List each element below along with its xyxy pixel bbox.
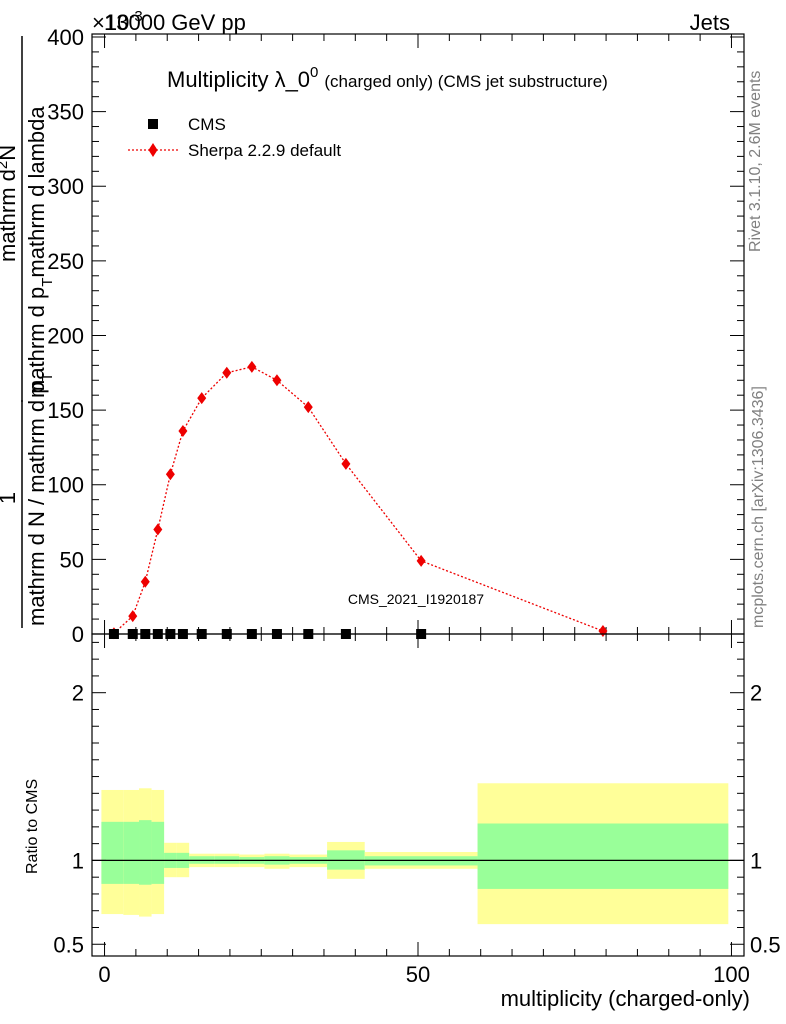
ratio-y-tick-label-right: 2 xyxy=(750,681,762,706)
sherpa-point xyxy=(140,575,150,588)
sherpa-point xyxy=(128,610,138,623)
ratio-y-tick-label-right: 1 xyxy=(750,848,762,873)
ratio-y-tick-label-left: 2 xyxy=(72,681,84,706)
x-tick-label: 100 xyxy=(713,962,750,987)
legend-sherpa-label: Sherpa 2.2.9 default xyxy=(188,141,341,160)
y-tick-label: 200 xyxy=(47,323,84,348)
ylabel-numerator: 1 xyxy=(0,492,20,504)
y-tick-label: 400 xyxy=(47,25,84,50)
ratio-band-inner xyxy=(123,821,140,884)
legend-sherpa-marker xyxy=(148,143,158,157)
sherpa-point xyxy=(416,554,426,567)
ylabel-numerator-2: mathrm d2N xyxy=(0,145,20,262)
y-tick-label: 50 xyxy=(60,547,84,572)
main-plot: 0 50 100 150 200 250 300 350 400 xyxy=(47,25,745,647)
y-tick-label: 0 xyxy=(72,622,84,647)
legend-cms-label: CMS xyxy=(188,115,226,134)
ratio-y-tick-label-right: 0.5 xyxy=(750,932,781,957)
x-tick-label: 50 xyxy=(406,962,430,987)
sherpa-point xyxy=(197,392,207,405)
ratio-y-tick-label-left: 1 xyxy=(72,848,84,873)
ylabel-denominator-2: mathrm d pTmathrm d lambda xyxy=(24,106,56,398)
sherpa-point xyxy=(247,360,257,373)
sherpa-point xyxy=(303,401,313,414)
main-ylabel: 1 mathrm d N / mathrm d pT mathrm d2N ma… xyxy=(0,36,56,628)
legend: CMS Sherpa 2.2.9 default xyxy=(128,115,341,160)
x-axis-label: multiplicity (charged-only) xyxy=(501,986,750,1011)
y-tick-label: 100 xyxy=(47,473,84,498)
mcplots-label: mcplots.cern.ch [arXiv:1306.3436] xyxy=(750,386,767,628)
x-tick-label: 0 xyxy=(98,962,110,987)
rivet-label: Rivet 3.1.10, 2.6M events xyxy=(747,71,764,252)
process-label: Jets xyxy=(690,10,730,35)
ratio-y-tick-label-left: 0.5 xyxy=(53,932,84,957)
ratio-band-inner xyxy=(151,821,165,884)
ratio-band-inner xyxy=(101,821,124,884)
energy-label: 13000 GeV pp xyxy=(104,10,246,35)
sherpa-line xyxy=(113,366,604,634)
y-tick-label: 250 xyxy=(47,249,84,274)
sherpa-point xyxy=(222,366,232,379)
plot-title: Multiplicity λ_00 (charged only) (CMS jet… xyxy=(167,64,608,92)
analysis-watermark: CMS_2021_I1920187 xyxy=(348,591,484,607)
y-tick-label: 300 xyxy=(47,174,84,199)
sherpa-point xyxy=(272,374,282,387)
ratio-ylabel: Ratio to CMS xyxy=(24,779,41,874)
sherpa-point xyxy=(165,468,175,481)
y-tick-label: 150 xyxy=(47,398,84,423)
exponent-label: ×10-3 xyxy=(92,8,143,35)
ratio-band-inner xyxy=(477,823,729,889)
ylabel-denominator: mathrm d N / mathrm d pT xyxy=(24,372,56,626)
sherpa-point xyxy=(341,457,351,470)
sherpa-point xyxy=(153,523,163,536)
sherpa-point xyxy=(178,425,188,438)
legend-cms-marker xyxy=(148,119,158,129)
ratio-band-inner xyxy=(139,820,152,885)
y-tick-label: 350 xyxy=(47,100,84,125)
